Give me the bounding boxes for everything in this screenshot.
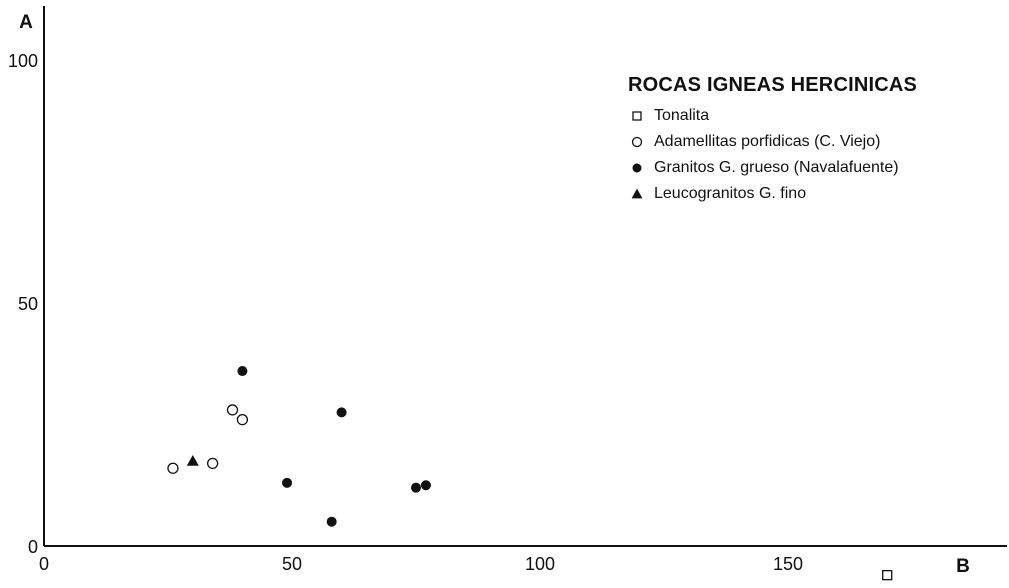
legend-item-label: Leucogranitos G. fino: [654, 185, 807, 202]
x-tick-label: 150: [773, 554, 803, 574]
legend-item: Tonalita: [628, 103, 917, 129]
data-point: [411, 482, 421, 493]
legend-marker: [631, 188, 643, 199]
legend-title: ROCAS IGNEAS HERCINICAS: [628, 74, 918, 96]
x-tick-label: 0: [39, 554, 49, 574]
legend-items: Tonalita Adamellitas porfidicas (C. Viejo…: [628, 103, 917, 207]
data-point: [237, 366, 248, 377]
legend-item-label: Tonalita: [654, 107, 710, 124]
legend-item-label: Granitos G. grueso (Navalafuente): [654, 159, 899, 176]
data-point: [420, 480, 431, 491]
x-tick-label: 100: [525, 554, 555, 574]
data-point: [236, 413, 249, 426]
legend-item: Adamellitas porfidicas (C. Viejo): [628, 129, 917, 155]
data-point: [186, 454, 199, 466]
y-axis-label: A: [19, 12, 33, 33]
data-point: [206, 457, 219, 470]
tick-labels: 0 50 100 150 0 50 100 B A: [8, 12, 970, 577]
legend-item: Leucogranitos G. fino: [628, 181, 917, 207]
y-tick-label: 50: [18, 294, 38, 314]
data-point: [167, 462, 179, 474]
legend-marker-icon: [632, 163, 642, 173]
x-axis-label: B: [956, 556, 970, 577]
legend-marker: [632, 111, 642, 121]
legend-item-label: Adamellitas porfidicas (C. Viejo): [654, 133, 881, 150]
legend-item: Granitos G. grueso (Navalafuente): [628, 155, 917, 181]
data-point: [226, 404, 239, 416]
x-tick-label: 50: [282, 554, 302, 574]
data-point: [336, 407, 347, 418]
data-points: [167, 366, 893, 581]
y-tick-label: 0: [28, 537, 38, 557]
y-tick-label: 100: [8, 51, 38, 71]
legend: ROCAS IGNEAS HERCINICAS Tonalita Adamelli…: [628, 74, 917, 207]
data-point: [882, 570, 893, 581]
data-point: [326, 516, 337, 527]
data-point: [282, 477, 293, 488]
legend-marker: [632, 163, 642, 173]
axes: [43, 6, 1007, 547]
legend-marker-icon: [631, 136, 643, 148]
legend-marker-icon: [631, 188, 643, 199]
legend-marker-icon: [632, 111, 642, 121]
legend-marker: [631, 136, 643, 148]
